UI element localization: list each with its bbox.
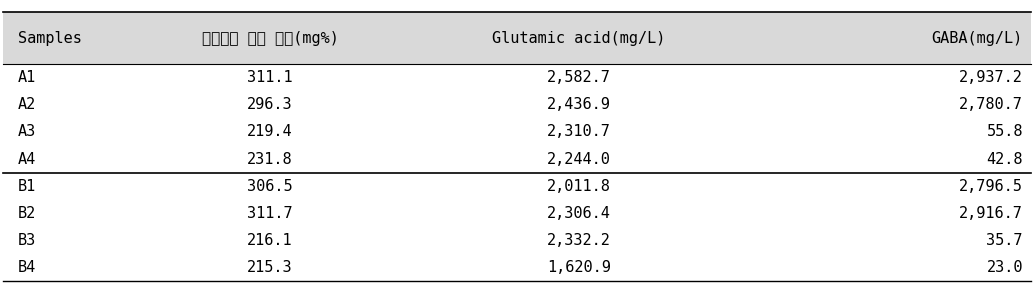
Text: B3: B3 bbox=[19, 233, 36, 248]
Text: 42.8: 42.8 bbox=[986, 151, 1023, 166]
Text: 231.8: 231.8 bbox=[247, 151, 293, 166]
Text: B4: B4 bbox=[19, 260, 36, 275]
Text: 35.7: 35.7 bbox=[986, 233, 1023, 248]
Text: 2,582.7: 2,582.7 bbox=[547, 70, 611, 85]
Text: 2,436.9: 2,436.9 bbox=[547, 97, 611, 112]
Text: B1: B1 bbox=[19, 178, 36, 194]
Text: 55.8: 55.8 bbox=[986, 125, 1023, 140]
Text: Samples: Samples bbox=[19, 31, 82, 46]
Text: 2,310.7: 2,310.7 bbox=[547, 125, 611, 140]
Text: 296.3: 296.3 bbox=[247, 97, 293, 112]
Text: A2: A2 bbox=[19, 97, 36, 112]
Text: 311.1: 311.1 bbox=[247, 70, 293, 85]
Text: 2,916.7: 2,916.7 bbox=[960, 206, 1023, 221]
Text: 215.3: 215.3 bbox=[247, 260, 293, 275]
Text: 216.1: 216.1 bbox=[247, 233, 293, 248]
Text: 2,306.4: 2,306.4 bbox=[547, 206, 611, 221]
Text: 2,796.5: 2,796.5 bbox=[960, 178, 1023, 194]
Text: GABA(mg/L): GABA(mg/L) bbox=[932, 31, 1023, 46]
Text: 2,937.2: 2,937.2 bbox=[960, 70, 1023, 85]
Text: 1,620.9: 1,620.9 bbox=[547, 260, 611, 275]
Bar bbox=[3, 12, 1031, 64]
Text: B2: B2 bbox=[19, 206, 36, 221]
Text: Glutamic acid(mg/L): Glutamic acid(mg/L) bbox=[492, 31, 666, 46]
Text: 2,011.8: 2,011.8 bbox=[547, 178, 611, 194]
Text: A4: A4 bbox=[19, 151, 36, 166]
Text: 아미노태 질소 함량(mg%): 아미노태 질소 함량(mg%) bbox=[202, 31, 338, 46]
Text: 311.7: 311.7 bbox=[247, 206, 293, 221]
Text: A1: A1 bbox=[19, 70, 36, 85]
Text: 2,244.0: 2,244.0 bbox=[547, 151, 611, 166]
Text: 2,780.7: 2,780.7 bbox=[960, 97, 1023, 112]
Text: 306.5: 306.5 bbox=[247, 178, 293, 194]
Text: A3: A3 bbox=[19, 125, 36, 140]
Text: 2,332.2: 2,332.2 bbox=[547, 233, 611, 248]
Text: 219.4: 219.4 bbox=[247, 125, 293, 140]
Text: 23.0: 23.0 bbox=[986, 260, 1023, 275]
